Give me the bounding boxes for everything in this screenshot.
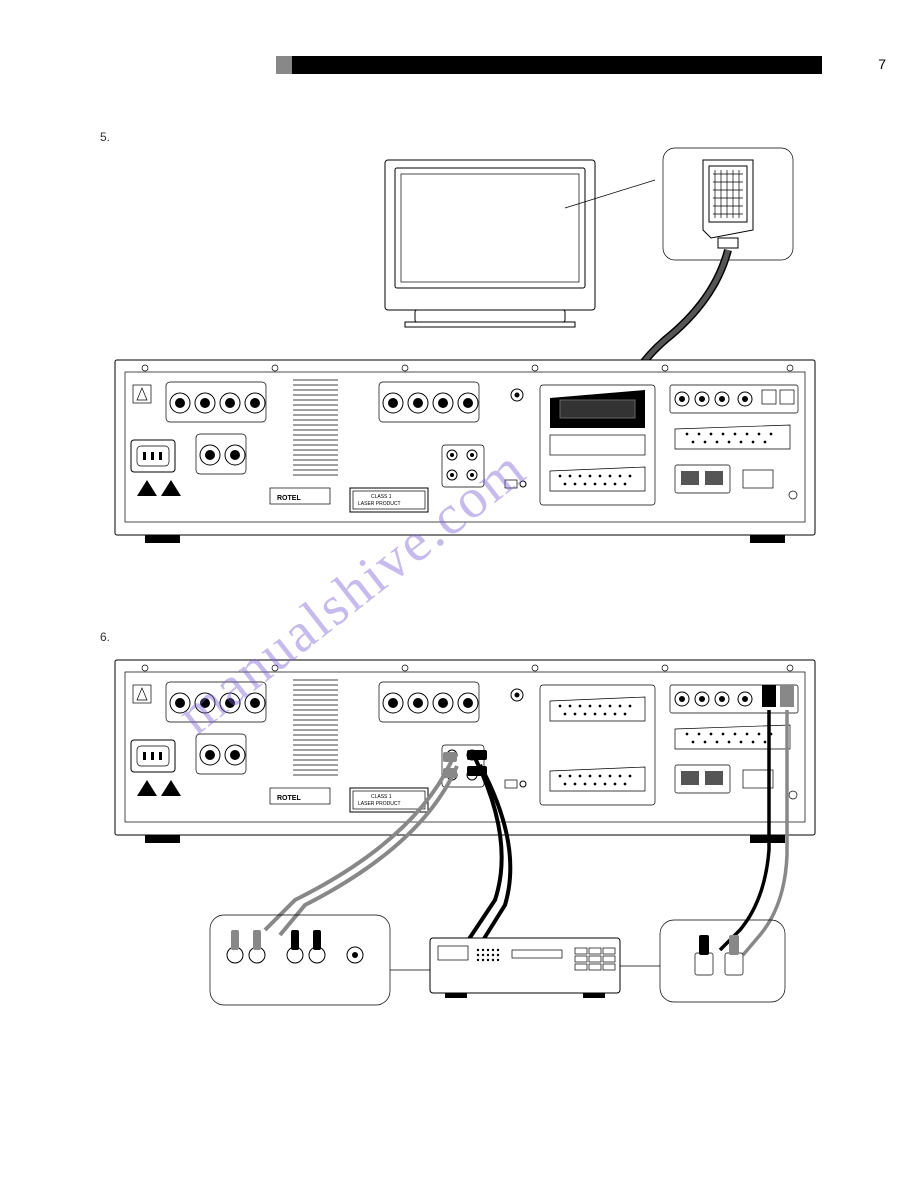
stb-device <box>430 938 660 998</box>
laser-label-2-6: LASER PRODUCT <box>358 801 401 807</box>
figure-5-diagram: ROTEL CLASS 1 LASER PRODUCT <box>95 130 835 590</box>
header-bar <box>292 56 822 74</box>
optical-callout <box>660 920 785 1002</box>
tv-monitor <box>385 160 655 327</box>
rear-panel-fig5: ROTEL CLASS 1 LASER PRODUCT <box>115 360 815 543</box>
audio-callout <box>210 915 430 1005</box>
figure-6-diagram: ROTEL CLASS 1 LASER PRODUCT <box>95 640 835 1070</box>
rear-panel-fig6: ROTEL CLASS 1 LASER PRODUCT <box>115 660 815 843</box>
brand-text: ROTEL <box>277 495 301 502</box>
page-number: 7 <box>878 56 886 72</box>
laser-label-1: CLASS 1 <box>371 494 392 500</box>
brand-text-6: ROTEL <box>277 795 301 802</box>
laser-label-1-6: CLASS 1 <box>371 794 392 800</box>
laser-label-2: LASER PRODUCT <box>358 501 401 507</box>
header-tab <box>276 56 292 74</box>
